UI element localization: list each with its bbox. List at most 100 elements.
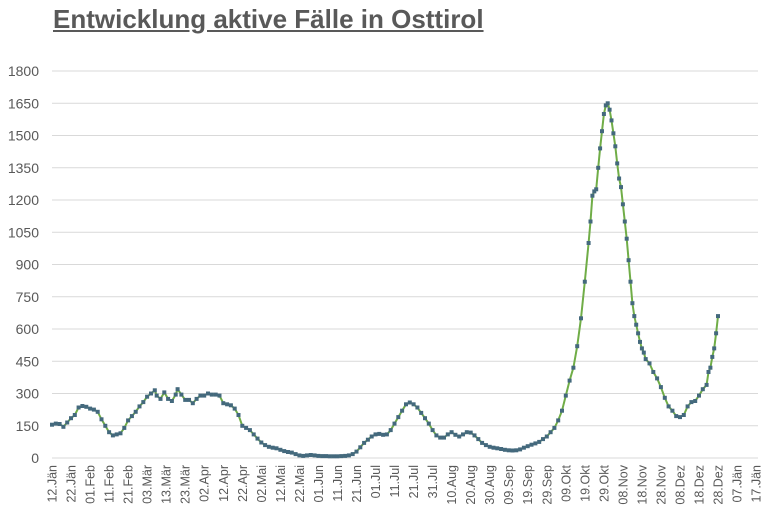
data-point [598,146,603,151]
data-point [301,453,306,458]
x-tick-label: 19.Okt [578,464,592,501]
data-point [678,415,682,420]
data-point [674,414,679,419]
x-tick-label: 12.Jän [46,465,60,503]
data-point [600,129,604,134]
data-point [689,400,694,405]
x-tick-label: 11.Jun [331,465,345,502]
data-point [506,448,511,453]
data-point [487,444,492,449]
data-point [560,408,564,413]
data-point [198,393,203,398]
data-point [590,193,595,198]
data-point [647,361,652,366]
data-point [103,423,108,428]
data-point [209,392,214,397]
series-line [51,101,719,458]
data-point [434,433,439,438]
data-point [619,185,623,190]
x-tick-label: 18.Dez [693,465,707,505]
data-point [236,413,241,417]
data-point [350,452,355,457]
x-tick-label: 12.Mai [274,465,288,503]
data-point [240,423,245,428]
data-point [582,279,587,284]
y-tick-label: 1350 [8,160,39,176]
data-point [133,409,138,414]
data-point [714,331,719,336]
data-point [552,425,557,430]
data-point [354,449,359,454]
y-tick-label: 600 [16,321,40,337]
data-point [706,370,711,374]
data-point [80,404,85,408]
data-point [641,350,646,355]
x-tick-label: 08.Dez [673,465,687,505]
data-point [704,382,709,387]
y-tick-label: 450 [16,353,40,369]
data-point [638,339,642,344]
data-point [415,405,420,410]
data-point [588,219,593,224]
data-point [716,314,720,319]
x-tick-label: 08.Nov [616,464,630,504]
data-point [162,390,167,395]
data-point [129,414,134,419]
data-point [293,452,298,457]
data-point [499,447,504,451]
data-point [107,430,112,435]
data-point [118,431,123,436]
x-tick-label: 19.Sep [521,465,535,505]
data-point [228,403,233,408]
data-point [213,392,218,397]
data-point [282,449,287,454]
y-tick-label: 300 [16,386,40,402]
data-point [339,454,344,459]
data-point [404,402,408,407]
grid-lines [52,70,758,459]
y-tick-label: 1200 [8,192,39,208]
data-point [247,428,252,433]
data-point [335,454,340,459]
x-tick-label: 02.Mai [255,465,269,503]
data-point [464,430,469,435]
data-point [518,447,523,452]
data-point [202,393,207,398]
data-point [620,202,625,207]
data-point [65,420,70,425]
data-point [449,430,454,435]
data-point [548,430,553,435]
data-point [206,391,210,396]
data-point [297,453,302,458]
x-tick-label: 07.Jän [731,465,745,503]
x-tick-label: 23.Mär [179,465,193,504]
data-point [126,418,131,423]
x-tick-label: 01.Feb [84,465,98,504]
data-point [122,425,127,430]
data-point [194,396,199,401]
data-point [141,400,146,405]
data-point [579,316,583,321]
data-point [476,437,481,442]
x-tick-label: 21.Feb [122,465,136,504]
data-point [305,453,309,458]
data-point [145,394,150,399]
y-axis-ticks: 0 150 300 450 600 750 900 1050 1200 1350 1500 1650 1… [8,63,39,466]
data-point [607,107,612,112]
x-tick-label: 12.Apr [217,465,231,502]
data-point [636,331,641,336]
data-point [411,402,416,407]
data-point [609,118,614,123]
data-point [365,437,370,442]
data-point [563,393,568,398]
data-point [244,425,249,430]
y-tick-label: 1650 [8,95,39,111]
data-point [407,400,412,405]
data-point [438,435,443,440]
data-point [179,392,184,397]
data-point [320,454,325,459]
data-point [154,393,159,398]
data-point [400,408,405,413]
data-point [88,406,93,411]
data-point [114,432,119,437]
